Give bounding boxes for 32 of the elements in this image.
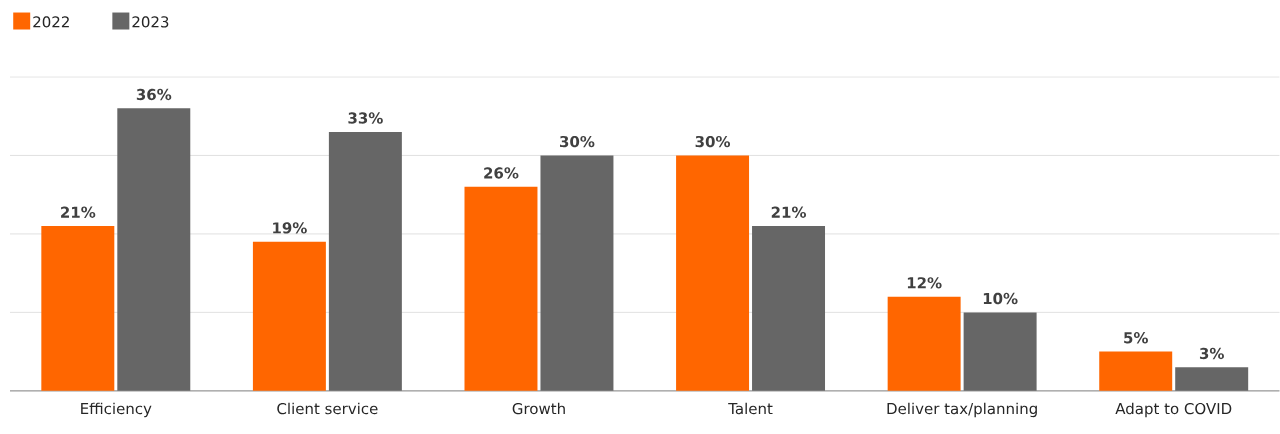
bar [41,226,115,391]
bar [887,296,961,391]
bar [328,131,402,391]
data-label: 3% [1199,347,1224,360]
data-label: 30% [695,135,731,148]
x-tick-label: Talent [728,402,773,415]
x-tick-label: Client service [277,402,378,415]
data-label: 5% [1124,332,1148,344]
data-label: 26% [484,167,519,179]
bar [1175,367,1249,391]
data-label: 12% [907,277,942,289]
bar [117,108,191,391]
bar [676,155,750,391]
bar [252,241,326,391]
x-tick-label: Efficiency [81,402,152,418]
x-tick-label: Deliver tax/planning [887,402,1037,418]
bar [464,186,538,391]
data-label: 21% [771,206,807,218]
bar [752,226,826,391]
bar [1099,351,1173,391]
data-label: 33% [348,112,383,124]
legend-label: 2022 [33,16,69,28]
bar [540,155,614,391]
data-label: 36% [136,88,172,101]
data-label: 10% [983,292,1018,305]
x-tick-label: Adapt to COVID [1115,402,1232,418]
data-label: 19% [273,222,307,234]
bar [963,312,1037,391]
data-label: 30% [560,135,595,148]
x-tick-label: Growth [512,402,565,415]
data-label: 21% [61,206,96,218]
legend-label: 2023 [132,16,169,28]
